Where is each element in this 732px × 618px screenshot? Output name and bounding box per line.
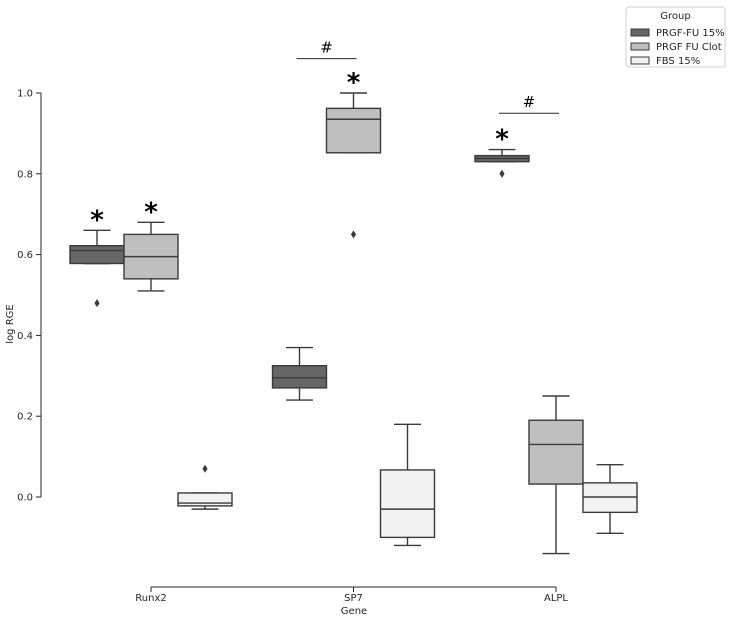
x-tick-label: SP7 [344,593,363,604]
outlier-point [202,464,208,473]
y-tick-label: 0.4 [17,331,33,342]
legend-entry: PRGF FU Clot [656,42,722,53]
legend-title: Group [660,11,690,22]
y-tick-label: 0.6 [17,250,33,261]
x-tick-label: Runx2 [135,593,166,604]
legend: Group PRGF-FU 15% PRGF FU Clot FBS 15% [625,6,726,68]
outlier-point [350,230,357,239]
box-sp7-series-1 [325,92,382,239]
box-sp7-series-0 [271,346,328,401]
significance-star: * [347,68,361,98]
box-runx2-series-0 [69,229,125,308]
x-tick-label: ALPL [544,593,568,604]
significance-hash: # [523,93,536,111]
box-alpl-series-0 [474,148,530,178]
significance-hash: # [320,39,333,57]
box-sp7-series-2 [379,423,436,547]
outlier-point [94,299,100,308]
legend-swatch [630,56,650,65]
axes: 0.00.20.40.60.81.0 Runx2 SP7 ALPL log RGE … [5,89,568,618]
significance-star: * [495,125,509,155]
legend-swatch [630,28,650,37]
x-axis-title: Gene [341,606,367,617]
box-body [271,365,328,389]
y-tick-label: 0.8 [17,169,33,180]
box-body [528,419,584,485]
box-body [177,492,233,507]
legend-entry: FBS 15% [656,56,700,67]
y-ticks: 0.0 0.2 0.4 0.6 0.8 1.0 [17,89,41,504]
box-runx2-series-2 [177,464,233,510]
box-body [325,107,382,154]
box-runx2-series-1 [123,221,179,292]
y-tick-label: 0.0 [17,493,33,504]
y-axis-title: log RGE [5,304,16,343]
boxes [69,92,638,555]
box-alpl-series-1 [528,395,584,555]
box-body [69,245,125,265]
x-ticks: Runx2 SP7 ALPL [135,587,568,604]
significance-star: * [144,197,158,227]
box-alpl-series-2 [582,463,638,535]
legend-swatch [630,42,650,51]
legend-frame [625,6,726,68]
legend-entry: PRGF-FU 15% [656,28,725,39]
y-tick-label: 1.0 [17,89,33,100]
significance-star: * [90,205,104,235]
outlier-point [499,169,505,178]
y-tick-label: 0.2 [17,412,33,423]
box-body [379,469,436,539]
annotations: * * * * # # [90,39,559,235]
